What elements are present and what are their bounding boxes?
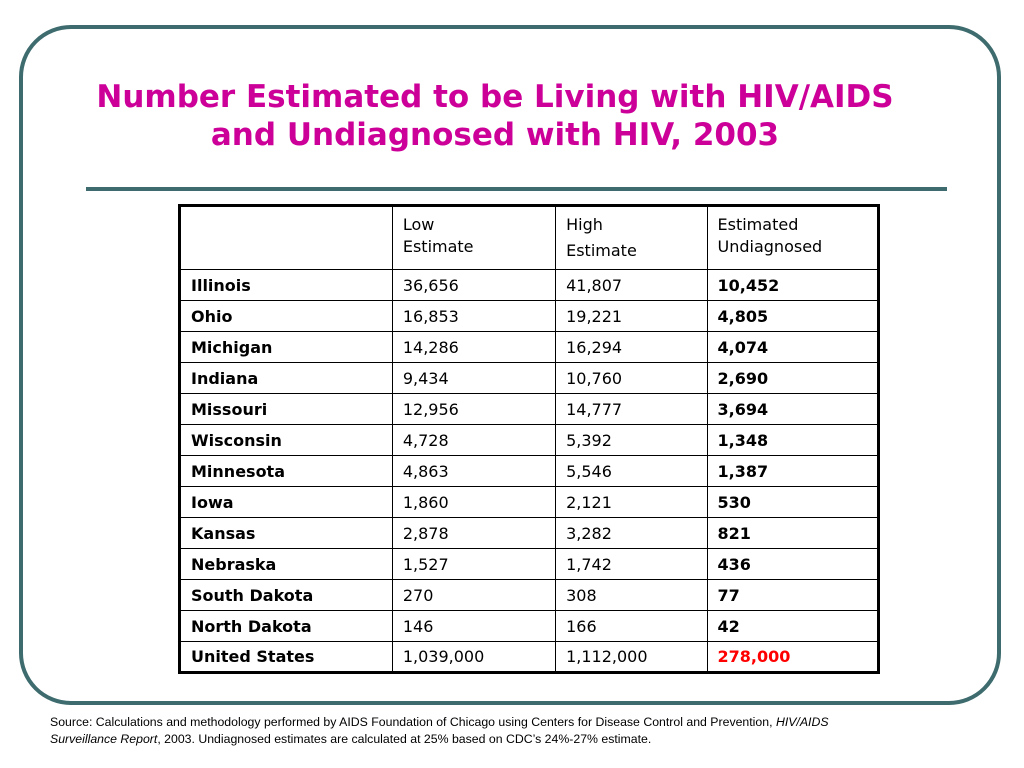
table-row: Michigan 14,286 16,294 4,074 xyxy=(179,331,880,363)
table-row: Kansas 2,878 3,282 821 xyxy=(179,517,880,549)
table-row: Missouri 12,956 14,777 3,694 xyxy=(179,393,880,425)
table-row: Iowa 1,860 2,121 530 xyxy=(179,486,880,518)
undiagnosed-cell: 1,387 xyxy=(706,455,880,487)
undiagnosed-cell: 3,694 xyxy=(706,393,880,425)
low-estimate-cell: 12,956 xyxy=(391,393,557,425)
high-estimate-cell: 166 xyxy=(555,610,708,642)
undiagnosed-cell: 436 xyxy=(706,548,880,580)
undiagnosed-cell: 530 xyxy=(706,486,880,518)
title-divider xyxy=(86,187,947,191)
undiagnosed-cell: 821 xyxy=(706,517,880,549)
source-footnote: Source: Calculations and methodology per… xyxy=(50,714,980,748)
low-estimate-cell: 4,863 xyxy=(391,455,557,487)
low-estimate-cell: 9,434 xyxy=(391,362,557,394)
undiagnosed-cell: 77 xyxy=(706,579,880,611)
table-header-row: Low Estimate High Estimate Estimated Und… xyxy=(179,205,880,270)
low-estimate-cell: 36,656 xyxy=(391,269,557,301)
undiagnosed-cell: 10,452 xyxy=(706,269,880,301)
state-cell: South Dakota xyxy=(179,579,393,611)
state-cell: Michigan xyxy=(179,331,393,363)
title-line-1: Number Estimated to be Living with HIV/A… xyxy=(96,79,894,115)
low-estimate-cell: 16,853 xyxy=(391,300,557,332)
low-estimate-cell: 146 xyxy=(391,610,557,642)
state-cell: Ohio xyxy=(179,300,393,332)
header-undiag-line-1: Estimated xyxy=(717,215,799,234)
low-estimate-cell: 2,878 xyxy=(391,517,557,549)
state-cell: Kansas xyxy=(179,517,393,549)
table-row: Nebraska 1,527 1,742 436 xyxy=(179,548,880,580)
table-row: South Dakota 270 308 77 xyxy=(179,579,880,611)
header-low-estimate: Low Estimate xyxy=(391,205,557,270)
undiagnosed-cell: 1,348 xyxy=(706,424,880,456)
slide-frame xyxy=(19,25,1001,705)
high-estimate-cell: 14,777 xyxy=(555,393,708,425)
source-report-name-2: Surveillance Report xyxy=(50,732,158,746)
title-line-2: and Undiagnosed with HIV, 2003 xyxy=(210,117,780,153)
state-cell: Missouri xyxy=(179,393,393,425)
state-cell: Minnesota xyxy=(179,455,393,487)
high-estimate-cell: 308 xyxy=(555,579,708,611)
table-row: Illinois 36,656 41,807 10,452 xyxy=(179,269,880,301)
undiagnosed-cell: 2,690 xyxy=(706,362,880,394)
table-row: Wisconsin 4,728 5,392 1,348 xyxy=(179,424,880,456)
header-low-line-2: Estimate xyxy=(402,237,474,256)
state-cell: United States xyxy=(179,641,393,673)
table-row: Indiana 9,434 10,760 2,690 xyxy=(179,362,880,394)
low-estimate-cell: 1,527 xyxy=(391,548,557,580)
high-estimate-cell: 1,742 xyxy=(555,548,708,580)
table-row: North Dakota 146 166 42 xyxy=(179,610,880,642)
high-estimate-cell: 41,807 xyxy=(555,269,708,301)
high-estimate-cell: 5,392 xyxy=(555,424,708,456)
table-body: Illinois 36,656 41,807 10,452 Ohio 16,853 19,2… xyxy=(179,269,880,673)
state-cell: Wisconsin xyxy=(179,424,393,456)
high-estimate-cell: 5,546 xyxy=(555,455,708,487)
state-cell: Nebraska xyxy=(179,548,393,580)
low-estimate-cell: 1,039,000 xyxy=(391,641,557,673)
undiagnosed-cell: 4,805 xyxy=(706,300,880,332)
state-cell: Indiana xyxy=(179,362,393,394)
state-cell: North Dakota xyxy=(179,610,393,642)
low-estimate-cell: 1,860 xyxy=(391,486,557,518)
source-report-name-1: HIV/AIDS xyxy=(775,715,829,729)
source-text-2: , 2003. Undiagnosed estimates are calcul… xyxy=(157,732,652,746)
header-high-line-1: High xyxy=(566,215,603,234)
header-state xyxy=(179,205,393,270)
header-undiag-line-2: Undiagnosed xyxy=(717,237,823,256)
hiv-estimates-table: Low Estimate High Estimate Estimated Und… xyxy=(178,204,880,674)
undiagnosed-cell: 278,000 xyxy=(706,641,880,673)
header-low-line-1: Low xyxy=(402,215,435,234)
source-text-1: Source: Calculations and methodology per… xyxy=(50,715,776,729)
state-cell: Illinois xyxy=(179,269,393,301)
header-estimated-undiagnosed: Estimated Undiagnosed xyxy=(706,205,880,270)
high-estimate-cell: 10,760 xyxy=(555,362,708,394)
high-estimate-cell: 19,221 xyxy=(555,300,708,332)
high-estimate-cell: 2,121 xyxy=(555,486,708,518)
low-estimate-cell: 270 xyxy=(391,579,557,611)
table-row: Ohio 16,853 19,221 4,805 xyxy=(179,300,880,332)
high-estimate-cell: 3,282 xyxy=(555,517,708,549)
table-row: Minnesota 4,863 5,546 1,387 xyxy=(179,455,880,487)
low-estimate-cell: 14,286 xyxy=(391,331,557,363)
undiagnosed-cell: 42 xyxy=(706,610,880,642)
header-high-estimate: High Estimate xyxy=(555,205,708,270)
high-estimate-cell: 1,112,000 xyxy=(555,641,708,673)
header-high-line-2: Estimate xyxy=(566,241,637,260)
undiagnosed-cell: 4,074 xyxy=(706,331,880,363)
page-title: Number Estimated to be Living with HIV/A… xyxy=(30,78,960,154)
low-estimate-cell: 4,728 xyxy=(391,424,557,456)
high-estimate-cell: 16,294 xyxy=(555,331,708,363)
table-row: United States 1,039,000 1,112,000 278,000 xyxy=(179,641,880,673)
state-cell: Iowa xyxy=(179,486,393,518)
